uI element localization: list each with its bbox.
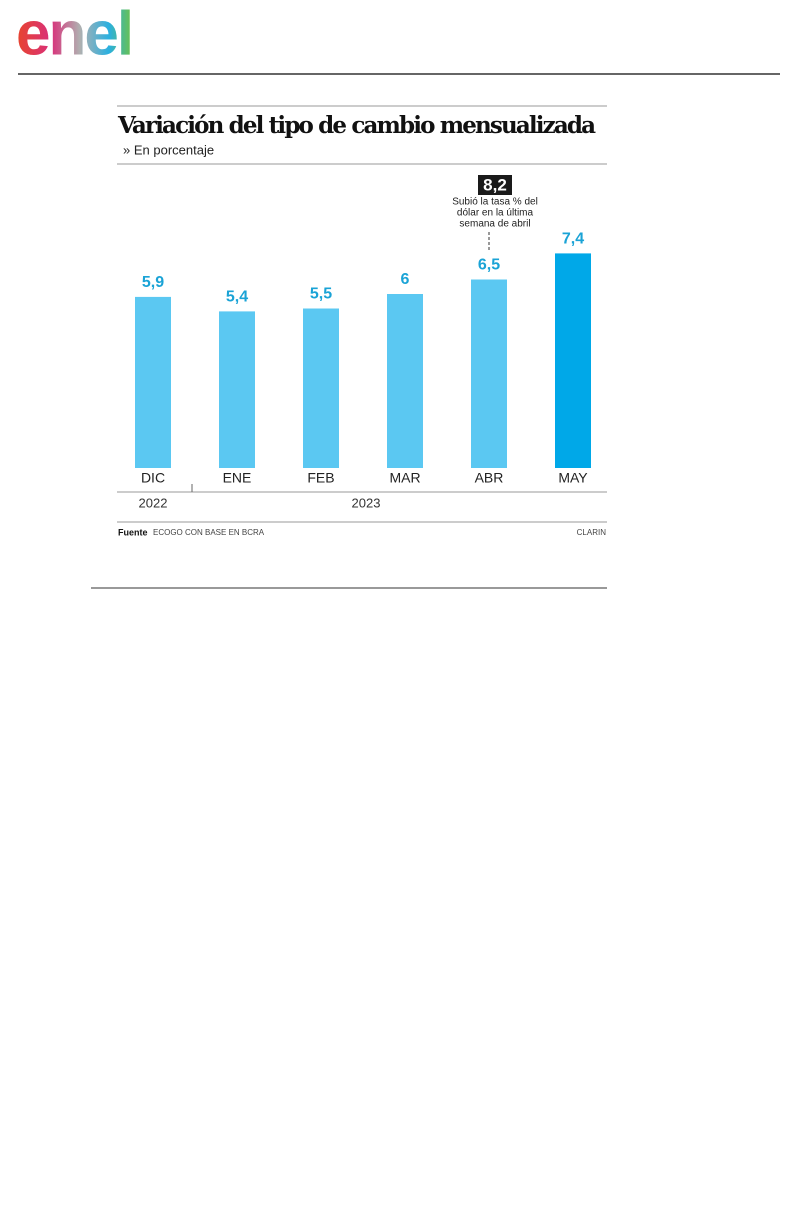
value-label: 5,9 bbox=[142, 274, 164, 291]
bar bbox=[471, 279, 507, 468]
value-label: 5,4 bbox=[226, 289, 248, 306]
x-tick-label: ENE bbox=[223, 470, 252, 486]
year-label: 2022 bbox=[139, 495, 168, 510]
chart-title: Variación del tipo de cambio mensualizad… bbox=[117, 112, 596, 139]
x-tick-label: MAY bbox=[558, 470, 588, 486]
value-label: 6,5 bbox=[478, 257, 500, 274]
annotation-text: Subió la tasa % del bbox=[452, 197, 538, 208]
annotation-value: 8,2 bbox=[483, 175, 507, 194]
year-label: 2023 bbox=[352, 495, 381, 510]
annotation-text: dólar en la última bbox=[457, 208, 534, 219]
chart-panel bbox=[117, 105, 607, 542]
annotation-box bbox=[478, 175, 512, 195]
chart-subtitle: » En porcentaje bbox=[123, 142, 214, 157]
logo: enel bbox=[16, 0, 132, 68]
bar bbox=[135, 296, 171, 468]
bar bbox=[303, 308, 339, 468]
annotation-text: semana de abril bbox=[459, 219, 530, 230]
value-label: 5,5 bbox=[310, 286, 332, 303]
source-label: Fuente bbox=[118, 527, 148, 537]
x-tick-label: MAR bbox=[389, 470, 420, 486]
source: ECOGO CON BASE EN BCRA bbox=[153, 528, 265, 537]
bar bbox=[219, 311, 255, 468]
value-label: 6 bbox=[401, 271, 410, 288]
x-tick-label: FEB bbox=[307, 470, 334, 486]
x-tick-label: DIC bbox=[141, 470, 165, 486]
bar bbox=[387, 294, 423, 468]
credit: CLARIN bbox=[577, 528, 607, 537]
value-label: 7,4 bbox=[562, 231, 584, 248]
x-tick-label: ABR bbox=[475, 470, 504, 486]
bar bbox=[555, 253, 591, 468]
